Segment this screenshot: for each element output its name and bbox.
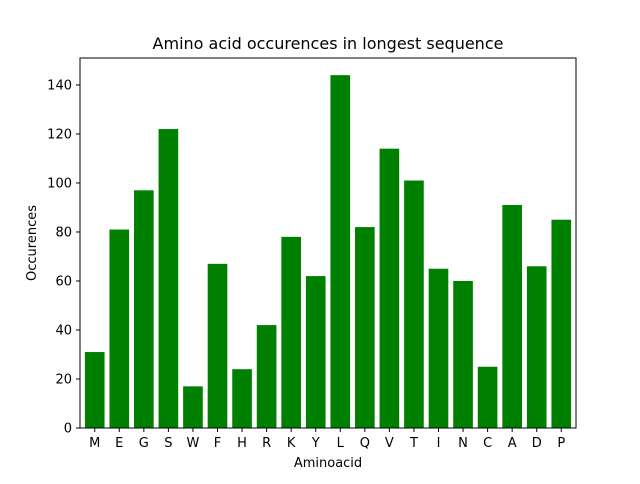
x-tick-label-D: D [532, 436, 542, 451]
bar-F [207, 263, 228, 428]
x-tick-label-Y: Y [311, 436, 320, 451]
x-tick-label-S: S [164, 436, 172, 451]
bar-L [330, 75, 351, 429]
bar-Q [355, 227, 375, 428]
x-tick-label-F: F [214, 436, 221, 451]
plot-frame [79, 57, 577, 429]
x-tick-label-R: R [262, 436, 271, 451]
x-tick-label-Q: Q [360, 436, 370, 451]
x-tick-label-H: H [237, 436, 247, 451]
x-axis-label: Aminoacid [294, 456, 362, 471]
y-tick-label-100: 100 [47, 176, 72, 191]
y-axis: 0 20 40 60 80 100 120 140 [47, 78, 80, 437]
bar-R [256, 325, 277, 428]
x-tick-label-V: V [385, 436, 394, 451]
y-tick-label-120: 120 [47, 127, 72, 142]
bars-group [84, 75, 572, 429]
y-tick-label-20: 20 [55, 372, 72, 387]
bar-V [379, 148, 400, 428]
bar-H [232, 369, 252, 428]
x-tick-label-P: P [557, 436, 565, 451]
chart-title: Amino acid occurences in longest sequenc… [153, 34, 504, 53]
x-tick-label-K: K [287, 436, 296, 451]
x-tick-label-L: L [337, 436, 345, 451]
y-tick-label-60: 60 [55, 274, 72, 289]
bar-K [281, 236, 301, 428]
x-tick-label-E: E [115, 436, 123, 451]
bar-I [428, 268, 449, 428]
x-tick-label-M: M [89, 436, 100, 451]
y-tick-label-40: 40 [55, 323, 72, 338]
x-tick-label-T: T [409, 436, 418, 451]
bar-Y [305, 276, 326, 428]
bar-T [404, 180, 424, 428]
bar-G [134, 190, 154, 428]
y-tick-label-140: 140 [47, 78, 72, 93]
x-tick-label-G: G [139, 436, 149, 451]
bar-D [526, 266, 547, 428]
bar-N [453, 280, 473, 428]
bar-W [183, 386, 203, 428]
bar-E [109, 229, 130, 428]
bar-S [158, 129, 179, 428]
x-tick-label-N: N [458, 436, 468, 451]
y-tick-label-0: 0 [64, 422, 72, 437]
x-tick-label-A: A [508, 436, 517, 451]
bar-A [502, 205, 522, 428]
bar-P [551, 219, 572, 428]
y-axis-label: Occurences [25, 205, 40, 281]
x-tick-label-W: W [187, 436, 200, 451]
x-tick-label-I: I [437, 436, 441, 451]
bar-C [477, 366, 498, 428]
y-tick-label-80: 80 [55, 225, 72, 240]
x-tick-label-C: C [483, 436, 492, 451]
bar-M [84, 352, 105, 428]
